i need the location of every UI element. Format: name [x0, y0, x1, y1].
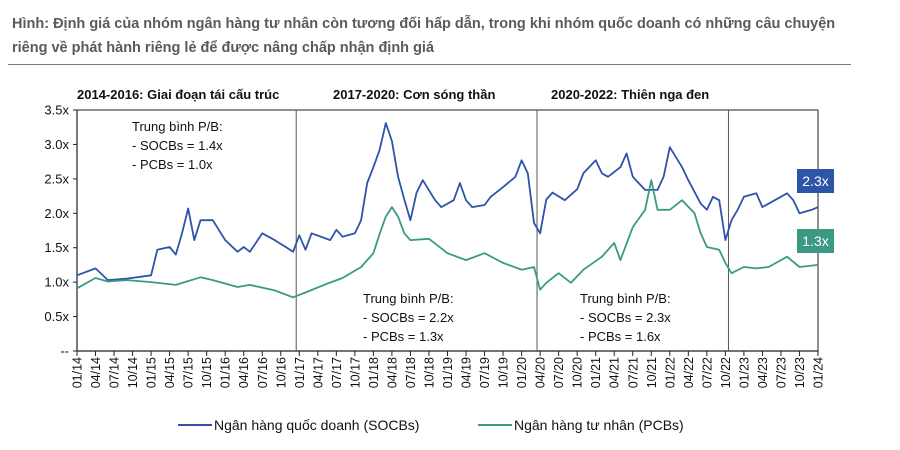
- end-label-pcb-bg: [797, 229, 834, 253]
- x-tick-label: 10/16: [274, 357, 288, 388]
- x-tick-label: 10/17: [348, 357, 362, 388]
- x-tick-label: 04/20: [534, 357, 548, 388]
- x-tick-label: 07/20: [552, 357, 566, 388]
- annotation-line: - SOCBs = 1.4x: [132, 138, 223, 153]
- x-tick-label: 07/18: [404, 357, 418, 388]
- x-tick-label: 04/19: [460, 357, 474, 388]
- legend-label-socb: Ngân hàng quốc doanh (SOCBs): [214, 417, 419, 433]
- x-tick-label: 04/22: [682, 357, 696, 388]
- x-tick-label: 10/19: [497, 357, 511, 388]
- x-tick-label: 10/22: [719, 357, 733, 388]
- figure-title: Hình: Định giá của nhóm ngân hàng tư nhâ…: [12, 16, 836, 56]
- series-line-pcb: [76, 179, 819, 299]
- x-tick-label: 01/20: [515, 357, 529, 388]
- annotation-line: - PCBs = 1.0x: [132, 157, 213, 172]
- end-label-socb-bg: [797, 169, 834, 193]
- y-tick-label: --: [60, 344, 69, 359]
- annotation-period-3: Trung bình P/B: - SOCBs = 2.3x - PCBs = …: [580, 291, 671, 344]
- annotation-line: Trung bình P/B:: [363, 291, 454, 306]
- x-tick-label: 07/15: [182, 357, 196, 388]
- y-tick-label: 2.0x: [44, 206, 69, 221]
- period-label-1: 2014-2016: Giai đoạn tái cấu trúc: [77, 87, 279, 102]
- series-line-socb: [76, 122, 819, 282]
- x-tick-label: 01/21: [589, 357, 603, 388]
- end-label-pcb-text: 1.3x: [802, 233, 828, 249]
- x-tick-label: 07/21: [626, 357, 640, 388]
- annotation-line: - SOCBs = 2.2x: [363, 310, 454, 325]
- x-tick-label: 01/14: [71, 357, 85, 388]
- end-label-pcb: 1.3x: [797, 229, 834, 253]
- y-tick-label: 2.5x: [44, 171, 69, 186]
- x-tick-label: 07/14: [108, 357, 122, 388]
- x-tick-label: 01/17: [293, 357, 307, 388]
- annotation-line: - PCBs = 1.3x: [363, 329, 444, 344]
- x-tick-label: 04/14: [89, 357, 103, 388]
- x-tick-label: 10/23: [793, 357, 807, 388]
- x-tick-label: 07/16: [256, 357, 270, 388]
- period-label-2: 2017-2020: Cơn sóng thần: [333, 87, 495, 102]
- x-tick-label: 01/16: [219, 357, 233, 388]
- y-tick-label: 0.5x: [44, 309, 69, 324]
- y-tick-label: 1.5x: [44, 240, 69, 255]
- x-tick-label: 04/15: [163, 357, 177, 388]
- x-tick-label: 10/18: [422, 357, 436, 388]
- end-label-socb-text: 2.3x: [802, 173, 828, 189]
- x-tick-label: 01/24: [812, 357, 826, 388]
- legend-label-pcb: Ngân hàng tư nhân (PCBs): [514, 417, 684, 433]
- x-tick-label: 01/22: [663, 357, 677, 388]
- x-tick-label: 07/23: [774, 357, 788, 388]
- x-tick-label: 01/23: [737, 357, 751, 388]
- x-tick-label: 07/22: [700, 357, 714, 388]
- annotation-period-1: Trung bình P/B: - SOCBs = 1.4x - PCBs = …: [132, 119, 223, 172]
- x-tick-label: 04/21: [608, 357, 622, 388]
- annotation-period-2: Trung bình P/B: - SOCBs = 2.2x - PCBs = …: [363, 291, 454, 344]
- annotation-line: - PCBs = 1.6x: [580, 329, 661, 344]
- x-tick-label: 04/23: [756, 357, 770, 388]
- x-tick-label: 04/16: [237, 357, 251, 388]
- annotation-line: Trung bình P/B:: [132, 119, 223, 134]
- x-tick-label: 04/18: [385, 357, 399, 388]
- x-tick-label: 07/19: [478, 357, 492, 388]
- end-label-socb: 2.3x: [797, 169, 834, 193]
- y-tick-label: 1.0x: [44, 275, 69, 290]
- title-divider: [8, 64, 851, 65]
- x-tick-label: 01/15: [145, 357, 159, 388]
- x-tick-label: 04/17: [311, 357, 325, 388]
- x-tick-label: 10/15: [200, 357, 214, 388]
- x-tick-label: 01/18: [367, 357, 381, 388]
- x-tick-label: 07/17: [330, 357, 344, 388]
- annotation-line: Trung bình P/B:: [580, 291, 671, 306]
- period-label-3: 2020-2022: Thiên nga đen: [551, 87, 709, 102]
- y-tick-label: 3.5x: [44, 103, 69, 118]
- annotation-line: - SOCBs = 2.3x: [580, 310, 671, 325]
- x-tick-label: 10/20: [571, 357, 585, 388]
- legend: Ngân hàng quốc doanh (SOCBs) Ngân hàng t…: [178, 417, 684, 433]
- x-tick-label: 10/21: [645, 357, 659, 388]
- x-tick-label: 01/19: [441, 357, 455, 388]
- x-tick-label: 10/14: [126, 357, 140, 388]
- y-tick-label: 3.0x: [44, 137, 69, 152]
